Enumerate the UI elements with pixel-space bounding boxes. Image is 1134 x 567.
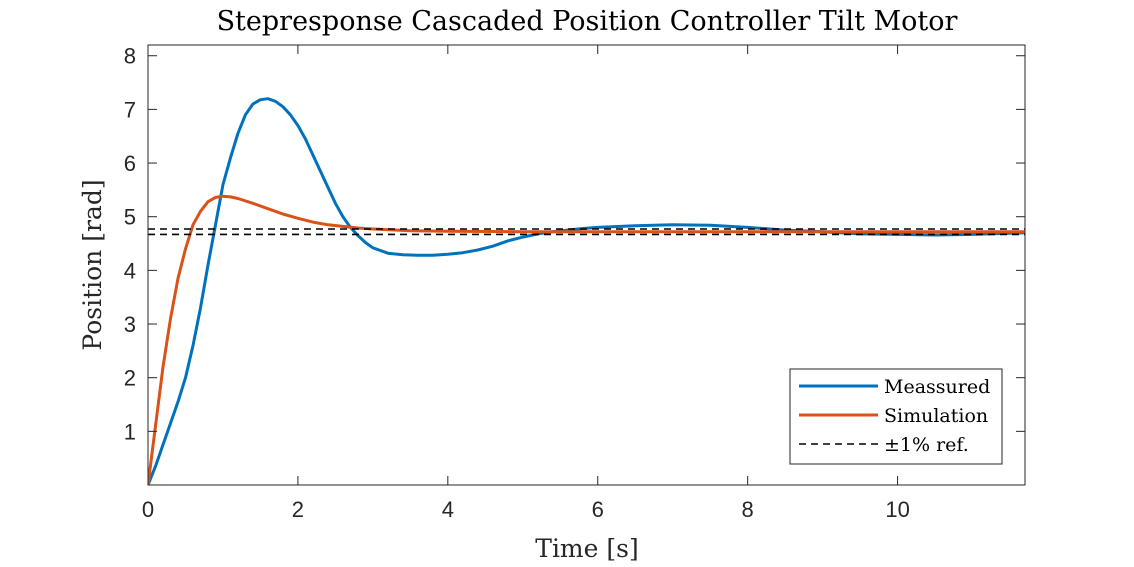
legend-label: ±1% ref. (884, 434, 969, 456)
x-tick-label: 0 (142, 497, 154, 522)
x-tick-label: 10 (885, 497, 909, 522)
x-tick-label: 2 (292, 497, 304, 522)
y-tick-label: 6 (124, 151, 136, 176)
y-tick-label: 5 (124, 205, 136, 230)
x-tick-label: 6 (592, 497, 604, 522)
y-tick-label: 3 (124, 312, 136, 337)
legend-label: Simulation (884, 405, 988, 427)
x-axis-label: Time [s] (535, 534, 638, 563)
series-line-meassured-0 (148, 97, 1025, 485)
chart-title: Stepresponse Cascaded Position Controlle… (217, 6, 958, 37)
y-axis-label: Position [rad] (78, 179, 107, 350)
y-tick-label: 8 (124, 44, 136, 69)
x-tick-label: 8 (742, 497, 754, 522)
y-tick-label: 1 (124, 419, 136, 444)
legend-label: Meassured (884, 376, 990, 398)
series-line-simulation-1 (148, 194, 1025, 485)
x-tick-label: 4 (442, 497, 454, 522)
axes-box (147, 44, 1026, 486)
y-tick-label: 7 (124, 97, 136, 122)
y-tick-label: 2 (124, 366, 136, 391)
y-tick-label: 4 (124, 258, 136, 283)
